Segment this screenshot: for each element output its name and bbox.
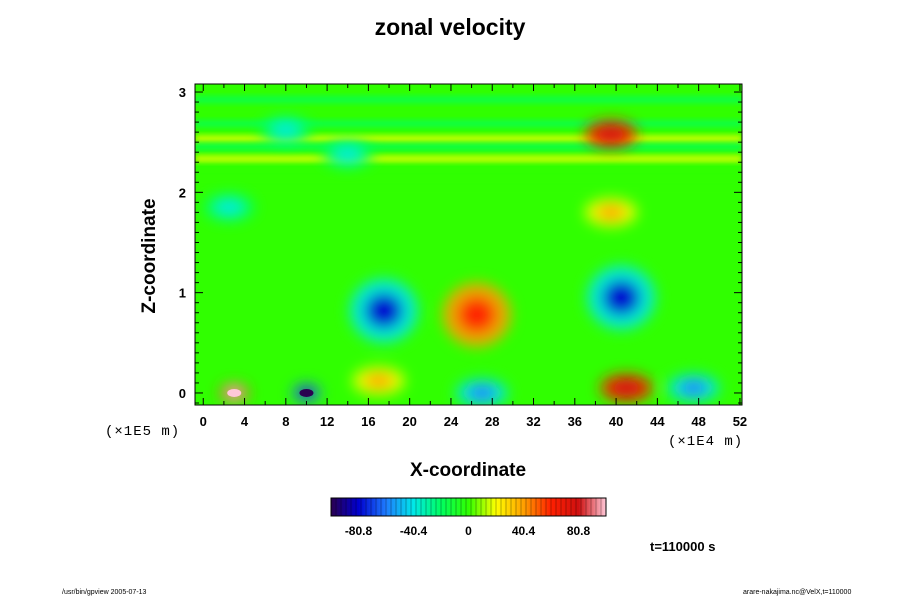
- velocity-field: [195, 84, 742, 405]
- y-tick-label: 0: [179, 386, 186, 401]
- y-scale-label: (×1E5 m): [105, 424, 181, 440]
- field-feature-core: [602, 280, 640, 316]
- field-feature-core: [214, 199, 244, 216]
- field-feature-core: [271, 122, 301, 138]
- x-tick-label: 12: [320, 414, 334, 429]
- x-tick-label: 28: [485, 414, 499, 429]
- field-stripe: [195, 135, 742, 143]
- colorbar-gradient: [330, 497, 607, 517]
- field-extreme-core: [299, 388, 314, 397]
- colorbar-tick-label: 40.4: [512, 524, 536, 538]
- x-tick-label: 0: [200, 414, 207, 429]
- colorbar: -80.8 -40.4 0 40.4 80.8: [330, 497, 607, 538]
- x-tick-label: 16: [361, 414, 375, 429]
- field-feature-core: [679, 380, 708, 396]
- field-stripe: [195, 120, 742, 128]
- time-label: t=110000 s: [650, 539, 716, 554]
- colorbar-tick-label: -80.8: [345, 524, 373, 538]
- colorbar-tick-label: -40.4: [400, 524, 428, 538]
- chart-title: zonal velocity: [374, 14, 526, 40]
- x-scale-label: (×1E4 m): [668, 434, 744, 450]
- field-extreme-core: [227, 388, 242, 397]
- x-tick-label: 44: [650, 414, 665, 429]
- field-feature-core: [365, 293, 403, 329]
- x-tick-label: 20: [402, 414, 416, 429]
- y-tick-label: 3: [179, 85, 186, 100]
- y-axis-label: Z-coordinate: [139, 198, 160, 314]
- field-stripe: [195, 176, 742, 184]
- x-tick-label: 24: [444, 414, 459, 429]
- x-tick-label: 4: [241, 414, 249, 429]
- field-feature-core: [612, 380, 641, 396]
- footer-right: arare-nakajima.nc@VelX,t=110000: [743, 589, 852, 596]
- x-tick-label: 32: [526, 414, 540, 429]
- y-tick-label: 2: [179, 185, 186, 200]
- field-stripe: [195, 186, 742, 194]
- x-tick-label: 8: [282, 414, 289, 429]
- x-tick-label: 40: [609, 414, 623, 429]
- x-tick-label: 36: [568, 414, 582, 429]
- x-tick-label: 48: [691, 414, 705, 429]
- field-feature-core: [364, 373, 394, 389]
- field-feature-core: [333, 146, 363, 162]
- colorbar-tick-label: 80.8: [567, 524, 591, 538]
- field-feature-core: [467, 385, 497, 401]
- field-stripe: [195, 155, 742, 163]
- field-stripe: [195, 143, 742, 151]
- field-stripe: [195, 110, 742, 118]
- field-feature-core: [596, 126, 626, 142]
- field-stripe: [195, 166, 742, 174]
- x-axis-label: X-coordinate: [409, 460, 527, 481]
- plot-frame: [194, 83, 743, 406]
- field-feature-core: [596, 204, 626, 221]
- x-tick-label: 52: [733, 414, 747, 429]
- field-stripe: [195, 96, 742, 104]
- colorbar-tick-label: 0: [465, 524, 472, 538]
- footer-left: /usr/bin/gpview 2005-07-13: [62, 589, 147, 596]
- field-feature-core: [458, 297, 496, 333]
- y-tick-label: 1: [179, 286, 186, 301]
